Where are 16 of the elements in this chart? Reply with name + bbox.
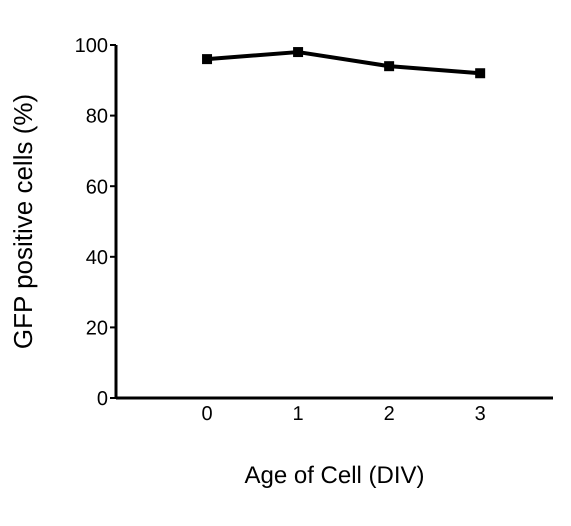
point: [293, 47, 304, 58]
y-tick-label: 100: [74, 35, 108, 58]
x-tick-label: 0: [201, 403, 213, 426]
y-tick-label: 20: [86, 318, 108, 340]
x-tick-label: 3: [474, 403, 486, 426]
y-tick-label: 60: [86, 176, 108, 198]
point: [384, 61, 394, 72]
y-tick-label: 40: [86, 246, 108, 269]
x-axis-title: Age of Cell (DIV): [244, 462, 425, 489]
y-axis-title: GFP positive cells (%): [8, 94, 38, 350]
x-tick-label: 2: [384, 403, 395, 426]
x-tick-label: 1: [292, 403, 304, 426]
point: [202, 54, 212, 64]
y-tick-label: 80: [86, 106, 108, 128]
point: [475, 68, 486, 78]
y-tick-label: 0: [96, 388, 108, 410]
